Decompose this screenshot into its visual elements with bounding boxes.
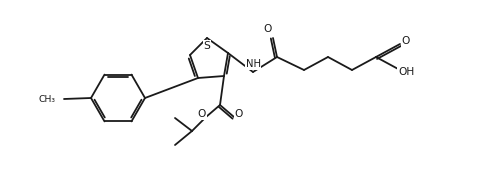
Text: NH: NH [245, 59, 260, 69]
Text: O: O [235, 109, 243, 119]
Text: O: O [198, 109, 206, 119]
Text: O: O [264, 24, 272, 34]
Text: O: O [402, 36, 410, 46]
Text: S: S [204, 41, 210, 51]
Text: OH: OH [398, 67, 414, 77]
Text: CH₃: CH₃ [38, 94, 55, 104]
